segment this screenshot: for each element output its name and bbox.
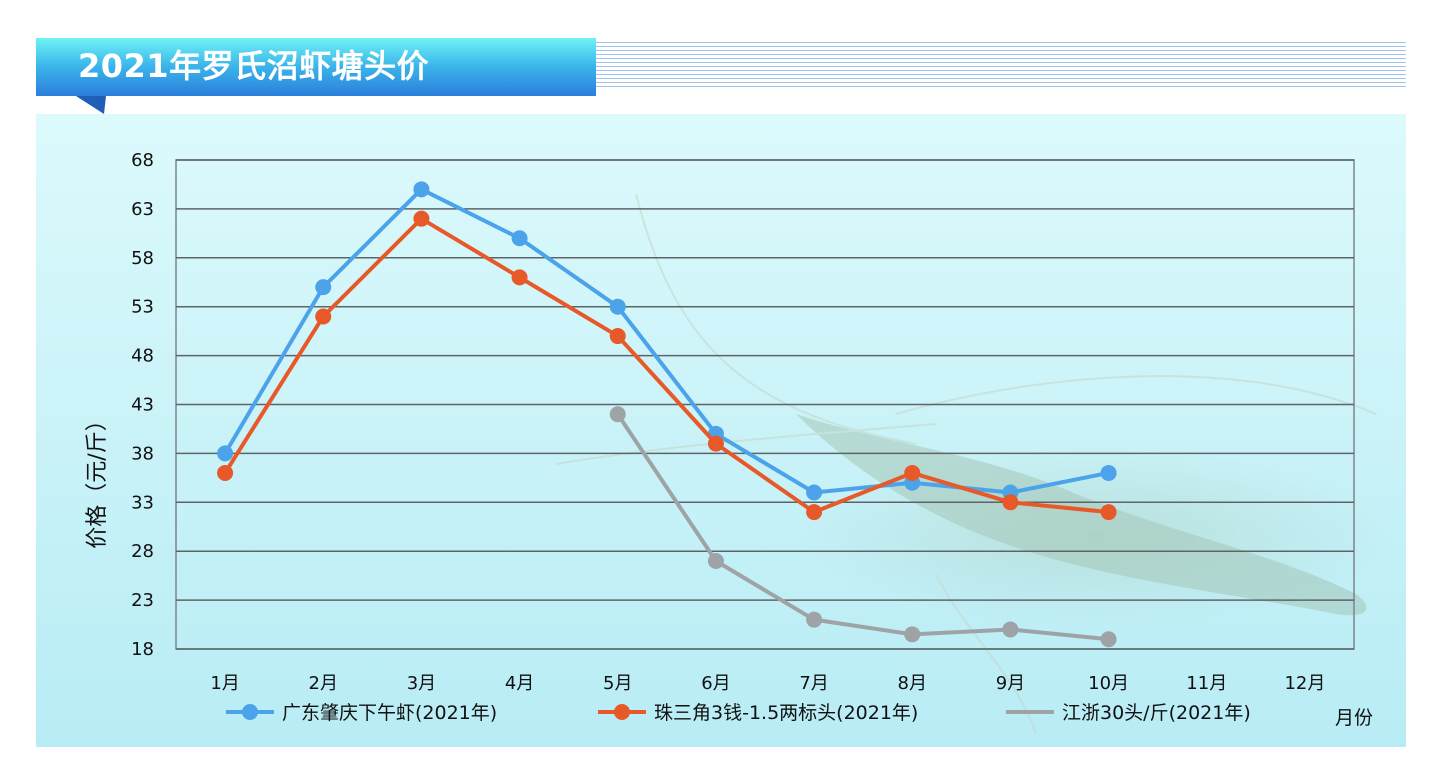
y-tick-label: 48 <box>131 346 154 367</box>
page-title: 2021年罗氏沼虾塘头价 <box>78 47 430 85</box>
x-tick-label: 2月 <box>309 673 338 694</box>
data-point <box>806 504 823 521</box>
data-point <box>1002 494 1019 511</box>
data-point <box>806 484 823 501</box>
y-tick-label: 18 <box>131 639 154 660</box>
data-point <box>511 230 528 247</box>
title-banner-shape <box>36 38 596 114</box>
y-axis-label: 价格（元/斤） <box>85 409 110 548</box>
y-tick-label: 38 <box>131 443 154 464</box>
data-point <box>511 269 528 286</box>
x-tick-label: 5月 <box>603 673 632 694</box>
line-chart: 18 23 28 33 38 43 48 53 58 63 68 1月 2月 3月 4月 5月 6月 7月 8月 9月… <box>85 150 1396 735</box>
data-point <box>707 435 724 452</box>
data-point <box>217 445 234 462</box>
shrimp-watermark-icon <box>555 193 1396 735</box>
x-tick-label: 10月 <box>1088 673 1129 694</box>
x-tick-label: 1月 <box>210 673 239 694</box>
x-axis-label: 月份 <box>1335 707 1373 729</box>
series-line <box>616 413 1109 642</box>
data-point <box>1100 631 1117 648</box>
x-tick-label: 9月 <box>996 673 1025 694</box>
data-point <box>217 464 234 481</box>
y-tick-label: 33 <box>131 492 154 513</box>
x-tick-label: 4月 <box>505 673 534 694</box>
axes: 18 23 28 33 38 43 48 53 58 63 68 1月 2月 3月 4月 5月 6月 7月 8月 9月… <box>131 150 1325 694</box>
data-point <box>1002 621 1019 638</box>
data-point <box>1100 504 1117 521</box>
decorative-stripes <box>596 42 1406 90</box>
x-tick-label: 6月 <box>701 673 730 694</box>
y-tick-label: 28 <box>131 541 154 562</box>
y-tick-label: 53 <box>131 297 154 318</box>
data-point <box>609 406 626 423</box>
legend-marker <box>614 704 630 720</box>
title-banner: 2021年罗氏沼虾塘头价 <box>36 38 596 114</box>
x-tick-label: 12月 <box>1284 673 1325 694</box>
data-point <box>806 611 823 628</box>
y-tick-label: 43 <box>131 395 154 416</box>
data-point <box>707 552 724 569</box>
grid <box>175 159 1355 650</box>
data-point <box>1100 464 1117 481</box>
data-point <box>609 328 626 345</box>
data-point <box>904 464 921 481</box>
y-tick-label: 63 <box>131 199 154 220</box>
y-tick-label: 58 <box>131 248 154 269</box>
data-point <box>315 308 332 325</box>
legend-label: 广东肇庆下午虾(2021年) <box>282 702 497 724</box>
data-point <box>413 181 430 198</box>
legend-marker <box>242 704 258 720</box>
x-tick-label: 11月 <box>1186 673 1227 694</box>
series <box>217 181 1117 648</box>
legend-label: 珠三角3钱-1.5两标头(2021年) <box>654 702 918 724</box>
data-point <box>315 279 332 296</box>
legend-label: 江浙30头/斤(2021年) <box>1062 702 1251 724</box>
y-tick-label: 23 <box>131 590 154 611</box>
data-point <box>413 210 430 227</box>
legend: 广东肇庆下午虾(2021年) 珠三角3钱-1.5两标头(2021年) 江浙30头/斤… <box>226 702 1251 724</box>
series-line <box>223 187 1109 495</box>
data-point <box>609 298 626 315</box>
chart-panel: 18 23 28 33 38 43 48 53 58 63 68 1月 2月 3月 4月 5月 6月 7月 8月 9月… <box>36 114 1406 747</box>
y-tick-label: 68 <box>131 150 154 171</box>
series-line <box>223 216 1109 515</box>
x-tick-label: 3月 <box>407 673 436 694</box>
x-tick-label: 7月 <box>799 673 828 694</box>
x-tick-label: 8月 <box>898 673 927 694</box>
data-point <box>904 626 921 643</box>
